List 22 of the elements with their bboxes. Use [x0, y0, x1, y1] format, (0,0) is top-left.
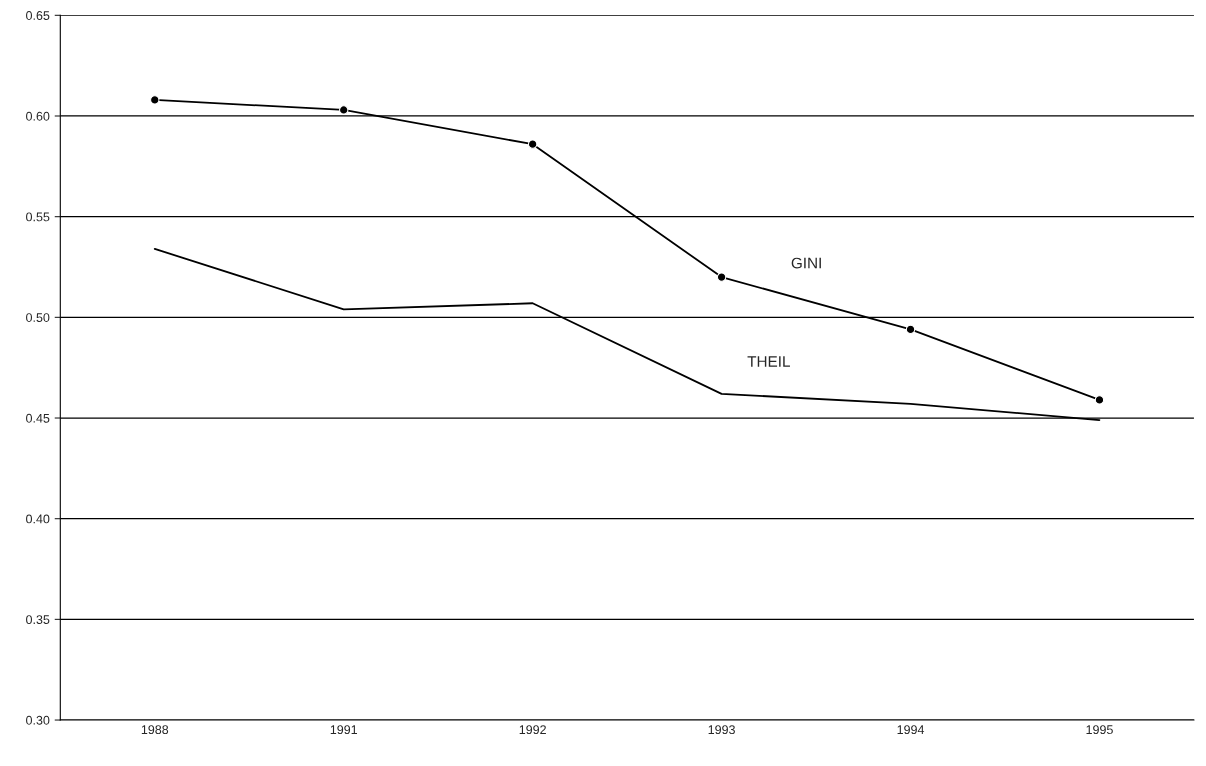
point — [527, 139, 538, 149]
series-label: THEIL — [747, 356, 790, 367]
point — [1094, 395, 1105, 405]
y-tick-label: 0.45 — [26, 413, 50, 423]
x-tick-label: 1993 — [708, 725, 735, 735]
y-tick-label: 0.50 — [26, 313, 50, 322]
x-tick-label: 1991 — [330, 725, 358, 735]
series-label: GINI — [791, 257, 821, 269]
y-tick-label: 0.30 — [26, 715, 50, 725]
y-tick-label: 0.55 — [26, 212, 50, 222]
x-tick-label: 1992 — [519, 725, 546, 735]
point — [716, 272, 727, 282]
point — [150, 95, 160, 105]
point — [905, 324, 916, 335]
x-tick-label: 1994 — [897, 725, 925, 735]
y-tick-label: 0.65 — [26, 11, 50, 20]
y-tick-label: 0.60 — [26, 111, 50, 121]
y-tick-label: 0.40 — [26, 514, 50, 524]
x-tick-label: 1988 — [141, 725, 169, 735]
x-tick-label: 1995 — [1086, 725, 1113, 735]
point — [339, 105, 349, 115]
y-tick-label: 0.35 — [26, 615, 50, 625]
